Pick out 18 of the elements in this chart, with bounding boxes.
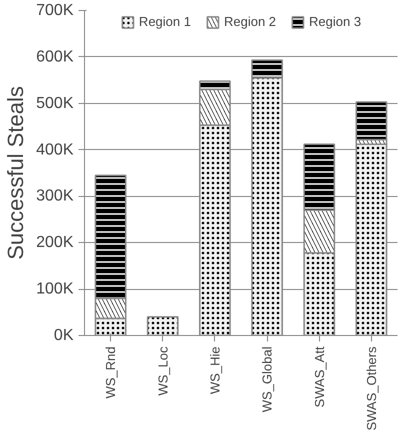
legend-label: Region 2 — [224, 14, 276, 29]
y-tick-label: 700K — [36, 2, 74, 19]
y-tick-label: 600K — [36, 48, 74, 66]
x-tick-label: SWAS_Att — [312, 346, 327, 408]
x-tick-label: WS_Hie — [207, 346, 222, 394]
x-tick-label: WS_Loc — [155, 346, 170, 396]
y-axis-title: Successful Steals — [3, 86, 28, 260]
y-tick-label: 200K — [36, 234, 74, 252]
legend-label: Region 1 — [138, 14, 191, 29]
y-tick-label: 0K — [54, 327, 74, 344]
x-tick-label: WS_Global — [260, 346, 275, 412]
x-tick-label: SWAS_Others — [364, 346, 379, 431]
y-tick-label: 500K — [36, 94, 74, 112]
x-tick-label: WS_Rnd — [103, 346, 118, 399]
legend-label: Region 3 — [309, 14, 362, 29]
y-tick-label: 400K — [36, 141, 74, 158]
y-tick-label: 100K — [36, 280, 74, 298]
y-tick-label: 300K — [36, 188, 74, 205]
